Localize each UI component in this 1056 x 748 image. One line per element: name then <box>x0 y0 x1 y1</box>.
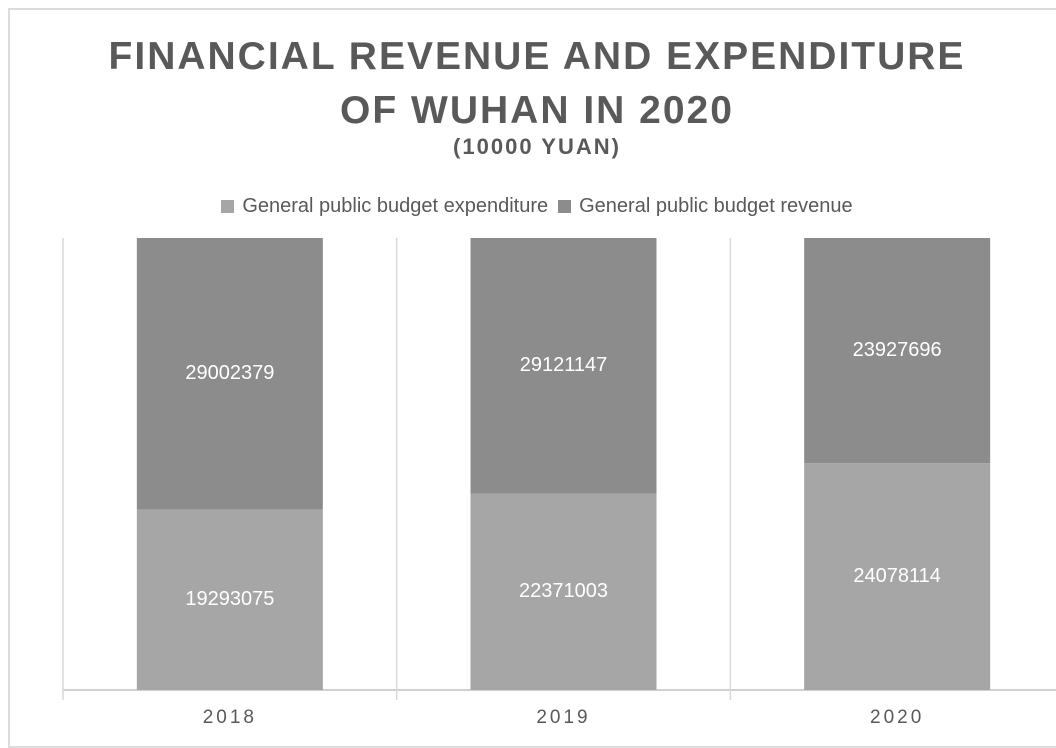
data-label: 22371003 <box>519 580 608 602</box>
legend-swatch <box>221 200 235 213</box>
legend: General public budget expenditure General… <box>0 195 1056 218</box>
data-label: 29121147 <box>520 354 608 376</box>
bar-segment <box>470 493 657 690</box>
data-label: 19293075 <box>185 588 274 610</box>
data-label: 24078114 <box>853 565 941 587</box>
legend-swatch <box>558 200 572 213</box>
bar-segment <box>804 238 991 464</box>
chart-subtitle: (10000 YUAN) <box>453 134 621 159</box>
bar-segment <box>804 463 991 690</box>
bar-segment <box>136 238 323 510</box>
x-tick-label: 2018 <box>203 707 257 728</box>
legend-item: General public budget revenue <box>558 195 853 218</box>
bar-segment <box>136 509 323 690</box>
legend-label: General public budget revenue <box>579 195 853 217</box>
data-label: 29002379 <box>185 362 274 384</box>
data-label: 23927696 <box>853 339 942 361</box>
legend-label: General public budget expenditure <box>242 195 549 217</box>
x-tick-label: 2020 <box>870 707 924 728</box>
legend-item: General public budget expenditure <box>221 195 548 218</box>
chart-title: FINANCIAL REVENUE AND EXPENDITURE OF WUH… <box>108 35 966 132</box>
x-tick-label: 2019 <box>536 707 590 728</box>
bar-segment <box>470 238 657 494</box>
